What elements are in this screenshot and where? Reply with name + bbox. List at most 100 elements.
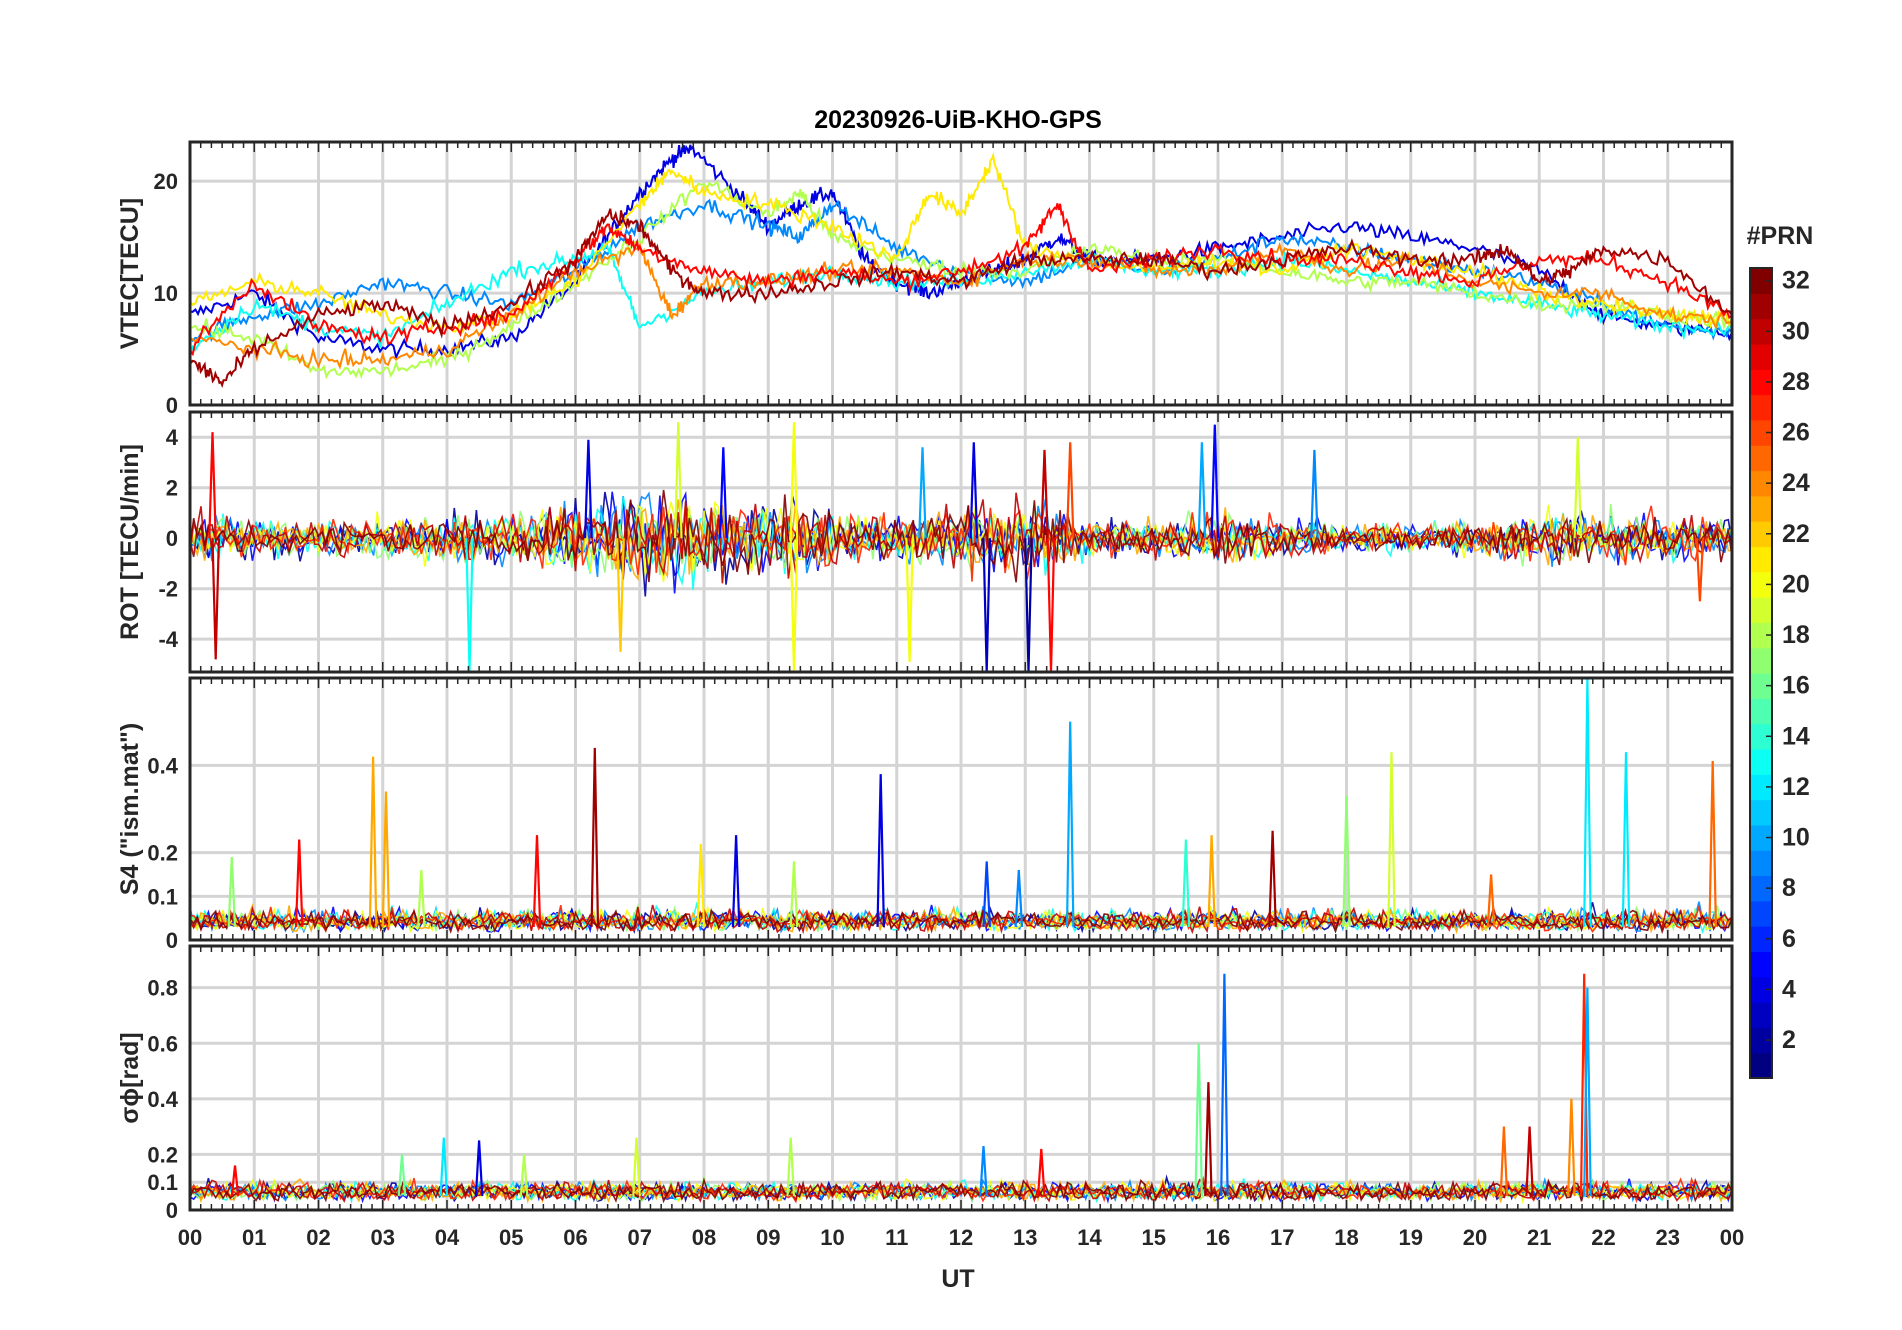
- colorbar-segment-prn-11: [1750, 799, 1772, 826]
- y-tick-label: 4: [166, 425, 179, 450]
- colorbar-tick-label: 10: [1782, 824, 1810, 852]
- spike-prn-19: [632, 1137, 641, 1197]
- colorbar-segment-prn-19: [1750, 597, 1772, 623]
- series-layer: [190, 422, 1732, 672]
- spike-prn-13: [465, 538, 474, 672]
- spike-prn-14: [1181, 839, 1191, 927]
- x-tick-label: 05: [499, 1225, 523, 1250]
- colorbar-segment-prn-6: [1750, 926, 1772, 953]
- y-tick-label: 0.4: [147, 753, 178, 778]
- colorbar-tick-label: 28: [1782, 368, 1810, 396]
- colorbar-tick-label: 12: [1782, 773, 1810, 801]
- spike-prn-5: [1210, 424, 1220, 539]
- s4-ylabel: S4 ("ism.mat"): [116, 723, 144, 895]
- spike-prn-7: [982, 861, 991, 927]
- colorbar-segment-prn-7: [1750, 900, 1772, 927]
- colorbar-tick-label: 2: [1782, 1026, 1796, 1054]
- colorbar-segment-prn-16: [1750, 673, 1772, 699]
- spike-prn-24: [1567, 1098, 1576, 1197]
- x-tick-label: 00: [178, 1225, 202, 1250]
- spike-prn-25: [1708, 760, 1717, 927]
- spike-prn-12: [1583, 678, 1592, 927]
- x-tick-label: 13: [1013, 1225, 1037, 1250]
- spike-prn-4: [584, 439, 593, 539]
- spike-prn-2: [1024, 538, 1033, 672]
- x-tick-label: 17: [1270, 1225, 1294, 1250]
- spike-prn-9: [1014, 870, 1024, 927]
- rot-panel: -4 -2 0 2 4 ROT [TECU/min]: [116, 410, 1734, 674]
- colorbar-segment-prn-1: [1750, 1052, 1772, 1079]
- x-tick-label: 02: [306, 1225, 330, 1250]
- colorbar-tick-label: 24: [1782, 469, 1810, 497]
- colorbar-tick-label: 6: [1782, 925, 1796, 953]
- vtec-line-prn-21: [190, 151, 1732, 335]
- spike-prn-23: [368, 756, 378, 927]
- vtec-line-prn-28: [190, 203, 1732, 357]
- colorbar-segment-prn-17: [1750, 647, 1772, 674]
- spike-prn-16: [1194, 1043, 1203, 1197]
- spike-prn-5: [719, 447, 728, 539]
- y-tick-label: 0.1: [147, 1170, 178, 1195]
- series-layer: [190, 678, 1732, 935]
- spike-prn-9: [1310, 449, 1319, 539]
- colorbar-segment-prn-27: [1750, 394, 1772, 421]
- colorbar-tick-label: 22: [1782, 520, 1810, 548]
- spike-prn-8: [1220, 973, 1229, 1197]
- spike-prn-20: [789, 538, 799, 672]
- x-tick-label: 23: [1656, 1225, 1680, 1250]
- spike-prn-20: [789, 422, 799, 539]
- spike-prn-10: [1065, 721, 1075, 927]
- spike-prn-10: [1197, 442, 1207, 539]
- spike-prn-30: [1525, 1126, 1534, 1197]
- x-tick-label: 16: [1206, 1225, 1230, 1250]
- colorbar-tick-label: 18: [1782, 621, 1810, 649]
- sigma-phi-panel: 0 0.1 0.2 0.4 0.6 0.8 σϕ[rad]: [116, 944, 1734, 1223]
- colorbar-segment-prn-3: [1750, 1002, 1772, 1028]
- spike-prn-18: [519, 1154, 529, 1197]
- spike-prn-28: [208, 432, 217, 539]
- spike-prn-20: [905, 538, 914, 662]
- x-tick-label: 14: [1077, 1225, 1102, 1250]
- y-tick-label: 20: [154, 169, 178, 194]
- colorbar-segment-prn-9: [1750, 850, 1772, 877]
- y-tick-label: 10: [154, 281, 178, 306]
- y-tick-label: 0.6: [147, 1031, 178, 1056]
- spike-prn-28: [532, 835, 542, 927]
- colorbar-label: #PRN: [1747, 222, 1814, 250]
- spike-prn-4: [474, 1140, 484, 1197]
- spike-prn-18: [786, 1137, 796, 1197]
- spike-prn-26: [1695, 538, 1705, 602]
- spike-prn-4: [876, 774, 885, 927]
- spike-prn-18: [417, 870, 426, 927]
- colorbar-segment-prn-22: [1750, 521, 1772, 548]
- sigma-phi-ylabel: σϕ[rad]: [116, 1032, 144, 1123]
- trace-prn-23: [190, 499, 1732, 582]
- colorbar-tick-label: 8: [1782, 874, 1796, 902]
- spike-prn-12: [1621, 752, 1631, 927]
- colorbar-segment-prn-14: [1750, 723, 1772, 750]
- y-tick-label: -4: [158, 627, 178, 652]
- spike-prn-16: [397, 1154, 407, 1197]
- spike-prn-30: [1040, 449, 1049, 539]
- spike-prn-28: [1046, 538, 1056, 672]
- y-tick-label: 2: [166, 476, 178, 501]
- x-tick-label: 11: [885, 1225, 908, 1250]
- colorbar-frame: [1749, 267, 1773, 1079]
- colorbar-tick-label: 32: [1782, 267, 1810, 295]
- colorbar-segment-prn-5: [1750, 951, 1772, 978]
- spike-prn-4: [731, 835, 741, 927]
- colorbar-segment-prn-20: [1750, 571, 1772, 598]
- colorbar-tick-label: 14: [1782, 722, 1810, 750]
- x-tick-label: 00: [1720, 1225, 1744, 1250]
- x-tick-label: 19: [1399, 1225, 1423, 1250]
- x-tick-label: 10: [820, 1225, 844, 1250]
- x-tick-label: 15: [1142, 1225, 1166, 1250]
- spike-prn-12: [439, 1137, 449, 1197]
- spike-prn-3: [982, 538, 991, 672]
- spike-prn-19: [1387, 752, 1396, 927]
- colorbar-tick-label: 26: [1782, 419, 1810, 447]
- spike-prn-18: [789, 861, 799, 927]
